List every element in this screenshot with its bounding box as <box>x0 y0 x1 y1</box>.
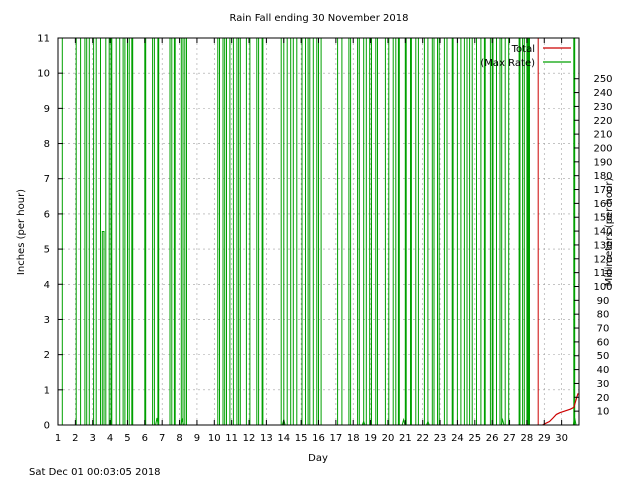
x-tick-label: 10 <box>208 433 221 444</box>
y2-tick-label: 40 <box>597 365 610 376</box>
chart-title: Rain Fall ending 30 November 2018 <box>230 13 409 24</box>
y-tick-label: 4 <box>44 280 50 291</box>
y2-tick-label: 30 <box>597 379 610 390</box>
y2-tick-label: 100 <box>593 282 612 293</box>
y-tick-label: 8 <box>44 139 50 150</box>
x-tick-label: 19 <box>364 433 377 444</box>
x-tick-label: 3 <box>90 433 96 444</box>
y2-tick-label: 150 <box>593 213 612 224</box>
x-tick-label: 17 <box>329 433 342 444</box>
y-tick-label: 1 <box>44 385 50 396</box>
y2-tick-label: 20 <box>597 393 610 404</box>
x-tick-label: 20 <box>382 433 395 444</box>
y2-tick-label: 50 <box>597 351 610 362</box>
legend: Total (Max Rate) <box>480 44 571 69</box>
x-tick-label: 22 <box>416 433 429 444</box>
x-tick-label: 18 <box>347 433 360 444</box>
x-tick-label: 15 <box>295 433 308 444</box>
x-tick-label: 30 <box>555 433 568 444</box>
y-tick-label: 6 <box>44 209 50 220</box>
max-rate-series-line <box>57 37 576 425</box>
y2-tick-label: 10 <box>597 407 610 418</box>
y2-tick-label: 110 <box>593 268 612 279</box>
y2-tick-label: 190 <box>593 157 612 168</box>
y2-tick-label: 80 <box>597 310 610 321</box>
x-tick-label: 13 <box>260 433 273 444</box>
x-tick-label: 14 <box>277 433 290 444</box>
x-tick-label: 12 <box>243 433 256 444</box>
y2-tick-label: 60 <box>597 337 610 348</box>
y2-tick-label: 70 <box>597 324 610 335</box>
legend-label: (Max Rate) <box>480 58 535 69</box>
y2-tick-label: 140 <box>593 227 612 238</box>
max-rate-blip <box>180 417 185 426</box>
y2-tick-label: 90 <box>597 296 610 307</box>
y2-tick-label: 210 <box>593 130 612 141</box>
x-tick-label: 21 <box>399 433 412 444</box>
x-tick-label: 4 <box>107 433 113 444</box>
total-series-line <box>542 393 579 426</box>
x-tick-label: 8 <box>176 433 182 444</box>
x-tick-label: 5 <box>124 433 130 444</box>
x-tick-label: 24 <box>451 433 464 444</box>
series-layer <box>57 37 579 426</box>
x-tick-label: 16 <box>312 433 325 444</box>
max-rate-blip <box>500 417 505 426</box>
y2-tick-label: 120 <box>593 254 612 265</box>
x-tick-label: 25 <box>468 433 481 444</box>
max-rate-blip <box>426 420 430 426</box>
x-tick-label: 6 <box>142 433 148 444</box>
y2-tick-label: 220 <box>593 116 612 127</box>
y-tick-label: 3 <box>44 315 50 326</box>
y2-tick-label: 230 <box>593 102 612 113</box>
y-tick-label: 11 <box>37 34 50 45</box>
x-axis-title: Day <box>308 453 328 464</box>
y2-tick-label: 130 <box>593 240 612 251</box>
max-rate-blip <box>401 417 406 426</box>
y2-tick-label: 250 <box>593 74 612 85</box>
x-tick-label: 7 <box>159 433 165 444</box>
x-tick-label: 9 <box>194 433 200 444</box>
y-tick-label: 0 <box>44 421 50 432</box>
x-tick-label: 26 <box>486 433 499 444</box>
max-rate-blip <box>361 420 366 426</box>
y2-tick-label: 200 <box>593 143 612 154</box>
y2-tick-label: 160 <box>593 199 612 210</box>
x-tick-label: 23 <box>434 433 447 444</box>
y-axis-title: Inches (per hour) <box>16 189 27 275</box>
x-tick-label: 2 <box>72 433 78 444</box>
y2-axis-title: Millimeters (per hour) <box>604 178 615 287</box>
y-tick-label: 9 <box>44 104 50 115</box>
y-tick-label: 7 <box>44 174 50 185</box>
labels: Rain Fall ending 30 November 2018 Day In… <box>16 13 615 478</box>
y2-tick-label: 180 <box>593 171 612 182</box>
x-tick-label: 28 <box>521 433 534 444</box>
x-tick-label: 1 <box>55 433 61 444</box>
x-tick-label: 29 <box>538 433 551 444</box>
y-tick-label: 5 <box>44 245 50 256</box>
axes: 1 2 3 4 5 6 7 8 9 10 11 12 13 14 15 16 17 18 19 20 21 22 23 24 2… <box>37 34 612 445</box>
x-tick-label: 27 <box>503 433 516 444</box>
y-tick-label: 2 <box>44 350 50 361</box>
timestamp-label: Sat Dec 01 00:03:05 2018 <box>29 467 161 478</box>
max-rate-blip <box>572 417 577 426</box>
y2-tick-label: 170 <box>593 185 612 196</box>
max-rate-blip <box>281 417 286 426</box>
x-tick-label: 11 <box>225 433 238 444</box>
legend-label: Total <box>511 44 535 55</box>
y2-tick-label: 240 <box>593 88 612 99</box>
y-tick-label: 10 <box>37 69 50 80</box>
max-rate-blip <box>155 417 159 426</box>
